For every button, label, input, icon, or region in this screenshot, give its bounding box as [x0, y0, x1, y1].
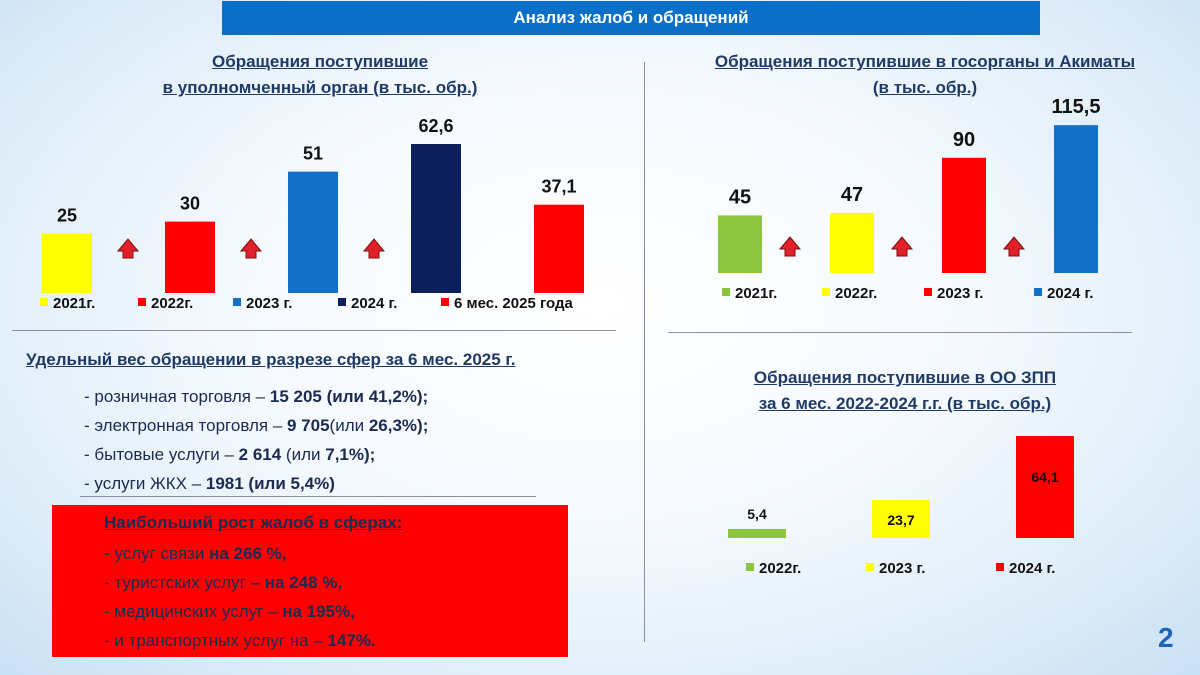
page-number: 2 [1158, 622, 1174, 653]
bar-3-3 [1016, 436, 1074, 538]
legend-swatch-1-5 [441, 298, 449, 306]
value-label-2-3: 90 [953, 129, 975, 151]
bar-1-2 [165, 221, 215, 293]
share-item-ecommerce: - электронная торговля – 9 705(или 26,3%… [84, 416, 429, 435]
share-underline [80, 496, 536, 497]
bar-2-2 [830, 212, 874, 273]
legend-label-1-5: 6 мес. 2025 года [454, 295, 574, 312]
growth-item-tourism: - туристских услуг – на 248 %, [104, 573, 343, 592]
value-label-3-1: 5,4 [747, 506, 767, 522]
legend-label-2-1: 2021г. [735, 285, 777, 302]
legend-label-3-1: 2022г. [759, 560, 801, 577]
bar-1-3 [288, 171, 338, 293]
value-label-2-2: 47 [841, 184, 863, 206]
bar-1-1 [42, 233, 92, 293]
growth-title: Наибольший рост жалоб в сферах: [104, 513, 403, 532]
chart2-title: Обращения поступившие в госорганы и Аким… [660, 49, 1190, 101]
chart1-title: Обращения поступившие в уполномченный ор… [100, 49, 540, 101]
value-label-2-1: 45 [729, 186, 751, 208]
legend-swatch-2-4 [1034, 288, 1042, 296]
bar-2-1 [718, 215, 762, 273]
left-horizontal-divider [12, 330, 616, 331]
chart2-title-line1: Обращения поступившие в госорганы и Аким… [714, 52, 1136, 71]
chart2-title-line2: (в тыс. обр.) [872, 78, 978, 97]
legend-swatch-2-2 [822, 288, 830, 296]
legend-swatch-2-1 [722, 288, 730, 296]
value-label-1-3: 51 [303, 144, 323, 164]
up-arrow-icon [239, 238, 263, 259]
legend-swatch-2-3 [924, 288, 932, 296]
legend-swatch-1-3 [233, 298, 241, 306]
legend-label-1-1: 2021г. [53, 295, 95, 312]
up-arrow-icon [890, 236, 914, 257]
share-item-utilities: - услуги ЖКХ – 1981 (или 5,4%) [84, 474, 335, 493]
bar-3-1 [728, 529, 786, 538]
growth-item-transport: - и транспортных услуг на – 147%. [104, 631, 376, 650]
vertical-divider [644, 62, 645, 642]
bar-1-4 [411, 144, 461, 293]
value-label-3-2: 23,7 [887, 512, 914, 528]
legend-label-1-4: 2024 г. [351, 295, 397, 312]
chart3-title-line1: Обращения поступившие в ОО ЗПП [753, 368, 1057, 387]
growth-item-communication: - услуг связи на 266 %, [104, 544, 287, 563]
up-arrow-icon [362, 238, 386, 259]
legend-swatch-3-3 [996, 563, 1004, 571]
legend-swatch-3-1 [746, 563, 754, 571]
legend-label-3-3: 2024 г. [1009, 560, 1055, 577]
legend-swatch-3-2 [866, 563, 874, 571]
share-title: Удельный вес обращении в разрезе сфер за… [26, 350, 516, 369]
value-label-2-4: 115,5 [1052, 96, 1101, 118]
bar-1-5 [534, 204, 584, 293]
up-arrow-icon [116, 238, 140, 259]
share-list: - розничная торговля – 15 205 (или 41,2%… [84, 382, 428, 498]
value-label-1-2: 30 [180, 194, 200, 214]
growth-list: - услуг связи на 266 %, - туристских усл… [104, 539, 568, 655]
legend-label-1-3: 2023 г. [246, 295, 292, 312]
growth-box: Наибольший рост жалоб в сферах: - услуг … [52, 505, 568, 657]
legend-swatch-1-2 [138, 298, 146, 306]
chart-upolnomochenny: 25 2021г. 30 2022г. 51 2023 г. 62,6 2024 г. 37,1… [40, 116, 584, 312]
bar-2-4 [1054, 125, 1098, 273]
up-arrow-icon [1002, 236, 1026, 257]
share-item-household: - бытовые услуги – 2 614 (или 7,1%); [84, 445, 376, 464]
legend-label-2-3: 2023 г. [937, 285, 983, 302]
legend-label-3-2: 2023 г. [879, 560, 925, 577]
right-horizontal-divider [668, 332, 1132, 333]
chart-oozpp: 5,4 2022г. 23,7 2023 г. 64,1 2024 г. [728, 436, 1074, 577]
chart1-title-line1: Обращения поступившие [211, 52, 429, 71]
chart3-title-line2: за 6 мес. 2022-2024 г.г. (в тыс. обр.) [758, 394, 1052, 413]
legend-swatch-1-4 [338, 298, 346, 306]
value-label-3-3: 64,1 [1031, 469, 1058, 485]
bar-3-2 [872, 500, 930, 538]
up-arrow-icon [778, 236, 802, 257]
chart1-title-line2: в уполномченный орган (в тыс. обр.) [162, 78, 478, 97]
value-label-1-1: 25 [57, 206, 77, 226]
value-label-1-5: 37,1 [541, 177, 576, 197]
chart3-title: Обращения поступившие в ОО ЗПП за 6 мес.… [690, 365, 1120, 417]
legend-label-1-2: 2022г. [151, 295, 193, 312]
growth-item-medical: - медицинских услуг – на 195%, [104, 602, 355, 621]
slide-title-banner: Анализ жалоб и обращений [222, 1, 1040, 35]
legend-label-2-4: 2024 г. [1047, 285, 1093, 302]
chart-gosorgany: 45 2021г. 47 2022г. 90 2023 г. 115,5 2024 г. [718, 96, 1101, 302]
legend-swatch-1-1 [40, 298, 48, 306]
value-label-1-4: 62,6 [418, 116, 453, 136]
share-item-retail: - розничная торговля – 15 205 (или 41,2%… [84, 387, 429, 406]
bar-2-3 [942, 157, 986, 273]
slide-title: Анализ жалоб и обращений [513, 8, 749, 27]
legend-label-2-2: 2022г. [835, 285, 877, 302]
